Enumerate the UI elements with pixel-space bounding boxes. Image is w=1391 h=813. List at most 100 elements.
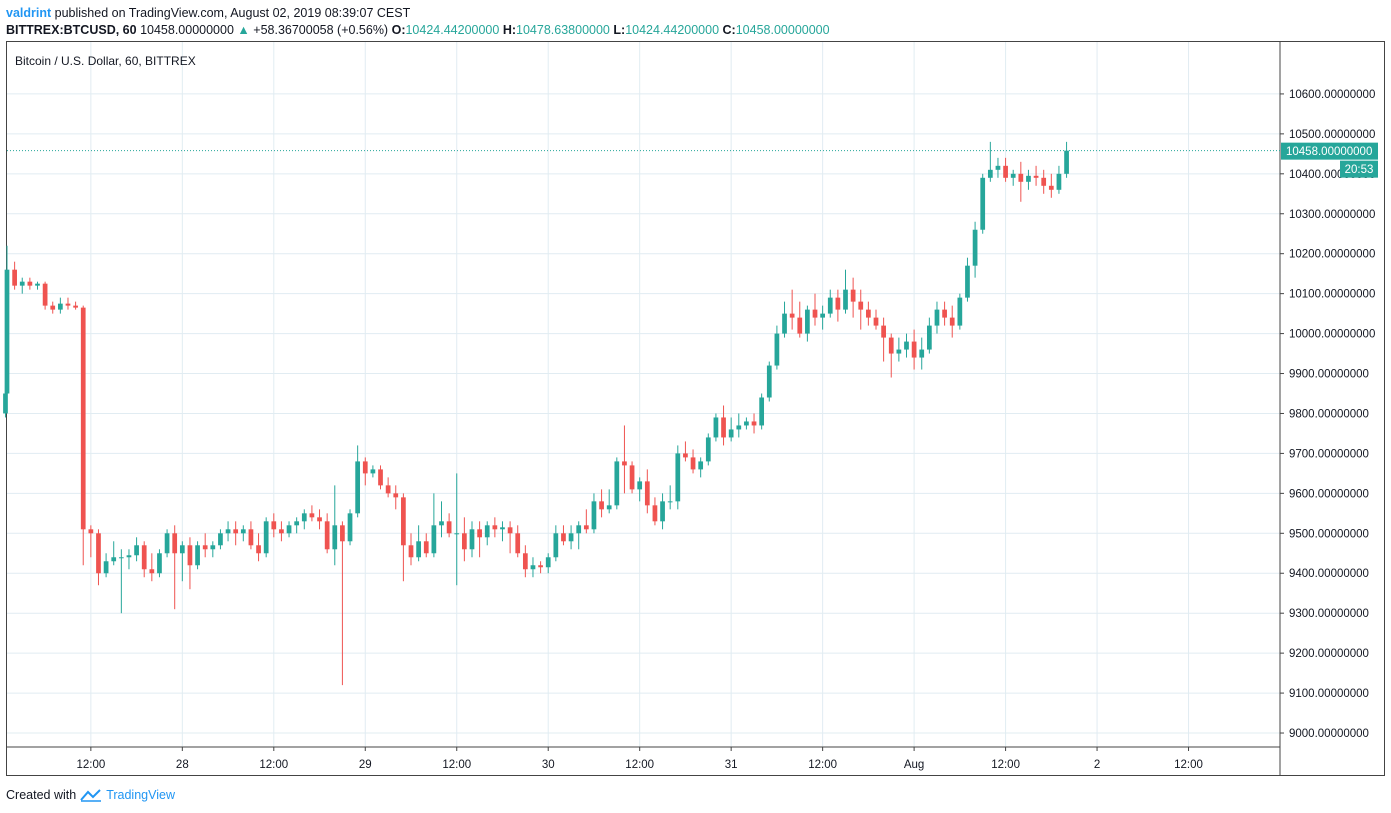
- author-name[interactable]: valdrint: [6, 6, 52, 20]
- candle-body: [301, 513, 307, 522]
- candle-body: [972, 229, 978, 266]
- candle-body: [454, 533, 460, 535]
- candle-body: [340, 525, 345, 542]
- candle-body: [27, 281, 33, 286]
- x-tick-label: 12:00: [991, 759, 1020, 771]
- x-tick-label: 30: [542, 759, 555, 771]
- candle-body: [195, 545, 200, 566]
- chart-title: Bitcoin / U.S. Dollar, 60, BITTREX: [15, 54, 196, 68]
- candle-body: [987, 169, 993, 178]
- y-tick-label: 10100.00000000: [1289, 289, 1375, 301]
- candle-body: [12, 269, 17, 286]
- candle-body: [911, 341, 917, 358]
- candle-body: [103, 561, 109, 574]
- candle-body: [843, 289, 848, 310]
- candle-body: [500, 527, 505, 530]
- y-tick-label: 9000.00000000: [1289, 728, 1369, 740]
- tradingview-brand-link[interactable]: TradingView: [106, 788, 175, 802]
- y-tick-label: 9500.00000000: [1289, 528, 1369, 540]
- candle-body: [850, 289, 856, 302]
- x-tick-label: 31: [725, 759, 738, 771]
- y-tick-label: 9300.00000000: [1289, 608, 1369, 620]
- candle-body: [721, 417, 726, 438]
- candle-body: [774, 333, 780, 366]
- candle-body: [644, 481, 650, 506]
- candle-body: [690, 457, 696, 470]
- candle-body: [507, 527, 513, 534]
- created-with-text: Created with: [6, 788, 77, 802]
- countdown-tag: [1340, 160, 1378, 178]
- y-tick-label: 9900.00000000: [1289, 369, 1369, 381]
- y-tick-label: 10500.00000000: [1289, 129, 1375, 141]
- candle-body: [286, 525, 292, 534]
- x-tick-label: 12:00: [625, 759, 654, 771]
- candle-body: [888, 337, 894, 354]
- candle-body: [157, 553, 162, 574]
- y-tick-label: 10300.00000000: [1289, 209, 1375, 221]
- candle-body: [583, 525, 589, 530]
- low-label: L:: [613, 23, 626, 37]
- candle-body: [4, 269, 10, 394]
- candle-body: [401, 497, 406, 546]
- candle-body: [111, 557, 117, 562]
- candle-body: [660, 501, 665, 522]
- candle-body: [881, 325, 886, 338]
- close-label: C:: [722, 23, 736, 37]
- candle-body: [347, 513, 353, 542]
- candle-body: [591, 501, 597, 530]
- candle-body: [477, 529, 482, 538]
- candle-body: [324, 521, 330, 550]
- candle-body: [522, 553, 528, 570]
- tradingview-logo-icon[interactable]: [80, 788, 102, 802]
- y-tick-label: 9800.00000000: [1289, 408, 1369, 420]
- up-arrow-icon: ▲: [237, 23, 250, 37]
- candle-body: [408, 545, 414, 558]
- candle-body: [256, 545, 261, 554]
- candle-body: [65, 303, 71, 306]
- high-value: 10478.63800000: [516, 23, 610, 37]
- candle-body: [942, 309, 947, 318]
- candle-body: [225, 529, 231, 534]
- candle-body: [866, 309, 871, 318]
- candle-body: [545, 557, 551, 568]
- open-label: O:: [391, 23, 406, 37]
- axes: 9000.00000000 9100.00000000 9200.00000000 9…: [7, 42, 1378, 775]
- candle-body: [126, 555, 132, 558]
- candle-body: [1056, 173, 1062, 190]
- candle-body: [1033, 175, 1039, 178]
- countdown-label: 20:53: [1345, 164, 1374, 176]
- x-tick-label: 12:00: [442, 759, 471, 771]
- price-change: +58.36700058 (+0.56%): [253, 23, 389, 37]
- candle-body: [462, 533, 467, 550]
- close-value: 10458.00000000: [735, 23, 830, 37]
- candle-body: [561, 533, 566, 542]
- candle-body: [309, 513, 315, 518]
- candle-body: [271, 521, 277, 530]
- published-text: published on TradingView.com, August 02,…: [54, 6, 411, 20]
- candle-body: [423, 541, 429, 554]
- candle-body: [446, 521, 452, 534]
- candle-body: [965, 265, 970, 298]
- y-tick-label: 10000.00000000: [1289, 329, 1375, 341]
- candle-body: [744, 421, 749, 426]
- candle-body: [332, 525, 338, 550]
- candle-body: [606, 505, 612, 510]
- y-tick-label: 9600.00000000: [1289, 488, 1369, 500]
- symbol-label: BITTREX:BTCUSD, 60: [6, 23, 137, 37]
- candle-body: [926, 325, 932, 350]
- candle-body: [202, 545, 208, 550]
- candle-body: [385, 485, 391, 494]
- candle-body: [728, 429, 734, 438]
- candle-body: [980, 177, 986, 230]
- candle-body: [949, 317, 955, 326]
- candle-body: [19, 281, 25, 286]
- footer: Created with TradingView: [6, 788, 175, 802]
- last-price-label: 10458.00000000: [1286, 146, 1372, 158]
- candle-body: [705, 437, 711, 462]
- candle-body: [416, 541, 421, 558]
- candle-body: [317, 517, 322, 522]
- candle-body: [42, 283, 48, 306]
- candle-body: [538, 565, 543, 568]
- candle-body: [80, 307, 86, 530]
